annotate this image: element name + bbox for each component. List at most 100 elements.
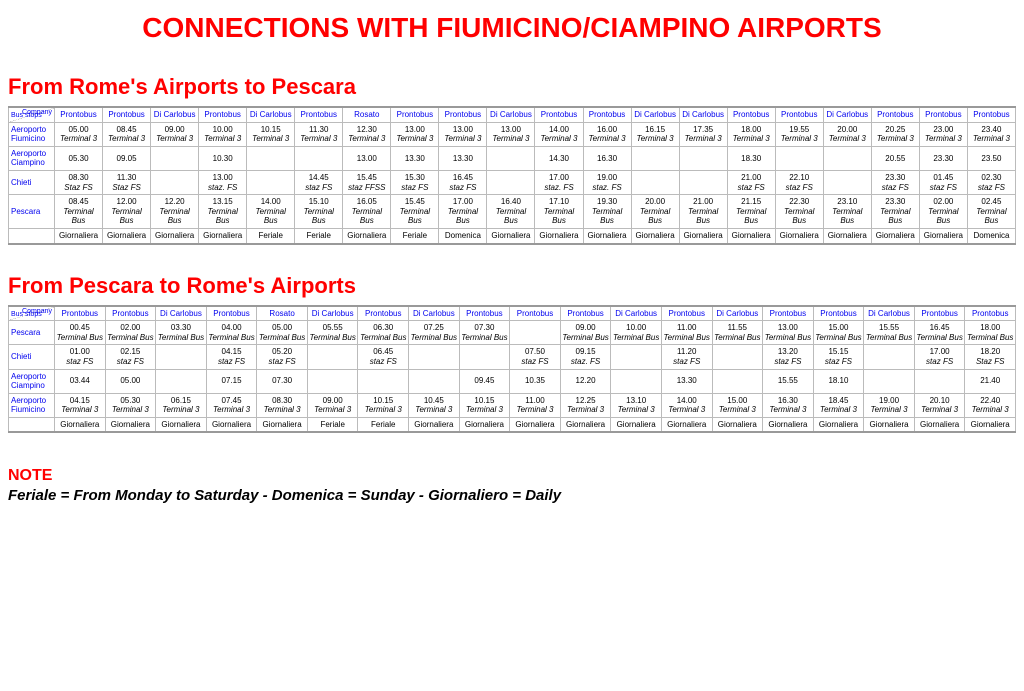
frequency-cell: Giornaliera [864,417,915,432]
schedule-cell: 10.15Terminal 3 [459,393,510,417]
cell-subtext: staz FS [764,357,812,367]
company-header: Prontobus [583,107,631,122]
schedule-cell: 06.30Terminal Bus [358,321,409,345]
cell-subtext: Terminal Bus [488,207,533,226]
schedule-cell [631,170,679,194]
cell-time: 12.20 [562,376,610,386]
schedule-cell [307,369,358,393]
company-header: Di Carlobus [151,107,199,122]
cell-subtext: Terminal Bus [663,333,711,343]
cell-time: 02.00 [921,197,966,207]
cell-subtext: staz. FS [200,183,245,193]
schedule-cell [156,369,207,393]
schedule-cell [247,146,295,170]
schedule-cell: 20.55 [871,146,919,170]
company-header: Prontobus [105,306,156,321]
schedule-cell: 04.15Terminal 3 [55,393,106,417]
company-header: Prontobus [919,107,967,122]
cell-subtext: Terminal Bus [208,333,256,343]
cell-subtext: Terminal Bus [152,207,197,226]
schedule-cell: 13.20staz FS [763,345,814,369]
frequency-cell: Giornaliera [55,417,106,432]
frequency-cell: Giornaliera [510,417,561,432]
cell-time: 12.00 [104,197,149,207]
cell-time: 08.30 [56,173,101,183]
schedule-cell: 04.15staz FS [206,345,257,369]
cell-time: 06.15 [157,396,205,406]
cell-time: 06.30 [359,323,407,333]
frequency-cell: Giornaliera [611,417,662,432]
schedule-cell [487,170,535,194]
cell-time: 07.30 [461,323,509,333]
cell-time: 11.30 [296,125,341,135]
cell-time: 05.00 [107,376,155,386]
schedule-cell: 13.00Terminal 3 [439,122,487,146]
frequency-cell: Giornaliera [914,417,965,432]
cell-subtext: Terminal 3 [663,405,711,415]
frequency-cell: Giornaliera [661,417,712,432]
cell-time: 17.00 [440,197,485,207]
schedule-cell: 11.00Terminal 3 [510,393,561,417]
cell-time: 23.30 [873,197,918,207]
cell-time: 09.00 [152,125,197,135]
cell-time: 15.00 [815,323,863,333]
corner-stops-label: Bus stops [11,311,42,319]
schedule-cell [864,345,915,369]
cell-subtext: Terminal Bus [440,207,485,226]
frequency-cell: Giornaliera [459,417,510,432]
schedule-cell: 12.00Terminal Bus [103,195,151,229]
cell-subtext: Terminal 3 [873,134,918,144]
cell-time: 21.40 [966,376,1014,386]
schedule-cell: 09.00Terminal Bus [560,321,611,345]
company-header: Di Carlobus [631,107,679,122]
cell-time: 18.00 [966,323,1014,333]
cell-subtext: Terminal Bus [585,207,630,226]
schedule-cell: 02.15staz FS [105,345,156,369]
cell-subtext: Terminal 3 [248,134,293,144]
frequency-row-label [9,228,55,243]
cell-time: 04.15 [56,396,104,406]
stop-label: Aeroporto Fiumicino [9,122,55,146]
schedule-cell: 21.15Terminal Bus [727,195,775,229]
cell-time: 16.45 [916,323,964,333]
schedule-cell [295,146,343,170]
cell-time: 12.30 [344,125,389,135]
cell-subtext: Terminal Bus [633,207,678,226]
cell-time: 16.30 [585,154,630,164]
schedule-cell: 15.00Terminal Bus [813,321,864,345]
cell-time: 10.00 [612,323,660,333]
schedule-cell: 23.30 [919,146,967,170]
frequency-cell: Giornaliera [535,228,583,243]
cell-time: 13.00 [344,154,389,164]
frequency-cell: Giornaliera [257,417,308,432]
cell-subtext: Terminal Bus [536,207,581,226]
cell-subtext: Terminal Bus [966,333,1014,343]
cell-subtext: Terminal Bus [916,333,964,343]
cell-subtext: staz FS [916,357,964,367]
cell-time: 10.15 [359,396,407,406]
schedule-cell: 15.45Terminal Bus [391,195,439,229]
cell-time: 20.10 [916,396,964,406]
schedule-cell: 02.00Terminal Bus [919,195,967,229]
schedule-cell: 16.15Terminal 3 [631,122,679,146]
schedule-cell [611,345,662,369]
cell-subtext: staz FS [873,183,918,193]
cell-subtext: Terminal 3 [612,405,660,415]
cell-time: 05.20 [258,347,306,357]
frequency-cell: Giornaliera [199,228,247,243]
cell-subtext: Terminal 3 [729,134,774,144]
cell-subtext: Terminal 3 [969,134,1014,144]
corner-header: CompanyBus stops [9,306,55,321]
schedule-cell: 08.45Terminal Bus [55,195,103,229]
company-header: Prontobus [55,107,103,122]
frequency-cell: Giornaliera [409,417,460,432]
schedule-cell: 07.50staz FS [510,345,561,369]
company-header: Prontobus [727,107,775,122]
cell-time: 16.30 [764,396,812,406]
frequency-cell: Giornaliera [343,228,391,243]
cell-subtext: Terminal Bus [296,207,341,226]
schedule-cell: 19.55Terminal 3 [775,122,823,146]
schedule-cell: 01.00staz FS [55,345,106,369]
cell-time: 07.30 [258,376,306,386]
cell-time: 05.55 [309,323,357,333]
